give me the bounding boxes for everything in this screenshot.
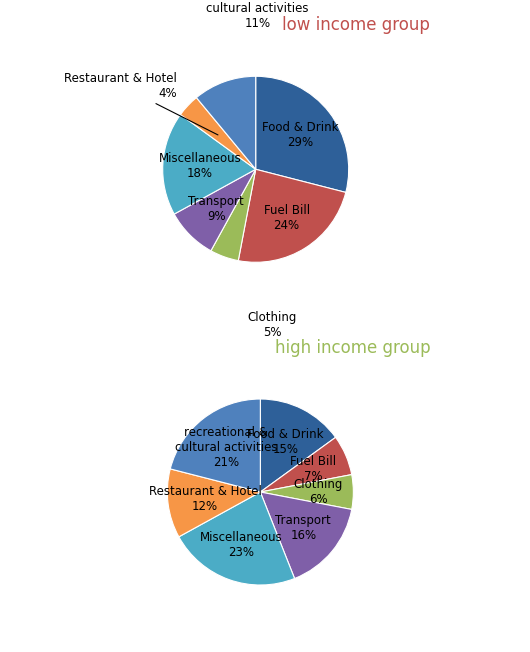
- Text: recreational &
cultural activities
21%: recreational & cultural activities 21%: [175, 426, 277, 469]
- Wedge shape: [163, 115, 255, 214]
- Text: Clothing
5%: Clothing 5%: [248, 310, 297, 338]
- Text: Miscellaneous
18%: Miscellaneous 18%: [158, 152, 241, 180]
- Wedge shape: [238, 170, 346, 262]
- Text: low income group: low income group: [282, 16, 430, 34]
- Text: Miscellaneous
23%: Miscellaneous 23%: [200, 531, 283, 559]
- Text: Fuel Bill
24%: Fuel Bill 24%: [263, 204, 310, 232]
- Text: Fuel Bill
7%: Fuel Bill 7%: [290, 455, 337, 483]
- Wedge shape: [260, 437, 352, 492]
- Wedge shape: [180, 98, 255, 170]
- Wedge shape: [197, 76, 255, 170]
- Wedge shape: [260, 492, 352, 578]
- Wedge shape: [255, 76, 349, 192]
- Wedge shape: [260, 475, 354, 509]
- Wedge shape: [167, 469, 260, 537]
- Wedge shape: [211, 170, 255, 261]
- Text: high income group: high income group: [275, 339, 430, 357]
- Text: Restaurant & Hotel
12%: Restaurant & Hotel 12%: [148, 485, 261, 513]
- Text: Clothing
6%: Clothing 6%: [293, 478, 343, 506]
- Text: Food & Drink
15%: Food & Drink 15%: [248, 428, 324, 456]
- Wedge shape: [260, 399, 335, 492]
- Text: Restaurant & Hotel
4%: Restaurant & Hotel 4%: [64, 72, 218, 135]
- Text: Transport
16%: Transport 16%: [276, 514, 331, 542]
- Text: recreational &
cultural activities
11%: recreational & cultural activities 11%: [206, 0, 309, 30]
- Wedge shape: [179, 492, 295, 585]
- Wedge shape: [170, 399, 260, 492]
- Text: Transport
9%: Transport 9%: [188, 195, 244, 223]
- Wedge shape: [174, 170, 255, 251]
- Text: Food & Drink
29%: Food & Drink 29%: [261, 121, 338, 149]
